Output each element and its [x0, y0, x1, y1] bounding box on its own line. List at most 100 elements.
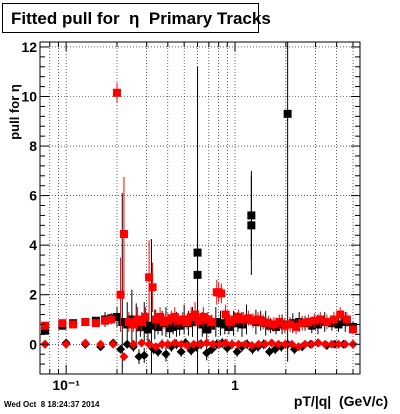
- x-tick-label: 1: [231, 377, 239, 393]
- data-point-diamond: [116, 344, 126, 354]
- timestamp: Wed Oct 8 18:24:37 2014: [4, 400, 100, 409]
- data-point-diamond: [333, 339, 343, 349]
- data-point-square: [193, 270, 202, 279]
- data-point-square: [141, 313, 150, 322]
- data-point-diamond: [96, 339, 106, 349]
- data-point-diamond: [176, 347, 186, 357]
- data-point-square: [283, 109, 292, 118]
- x-tick-label: 10⁻¹: [52, 377, 80, 393]
- data-point-square: [286, 320, 295, 329]
- data-point-square: [224, 322, 233, 331]
- data-point-square: [230, 315, 239, 324]
- data-point-diamond: [215, 339, 225, 349]
- data-point-square: [58, 319, 67, 328]
- data-point-diamond: [240, 339, 250, 349]
- data-point-square: [280, 321, 289, 330]
- y-tick-label: 2: [29, 287, 37, 303]
- data-point-diamond: [232, 347, 242, 357]
- data-point-square: [217, 289, 226, 298]
- data-point-square: [116, 290, 125, 299]
- data-point-square: [259, 317, 268, 326]
- data-point-diamond: [254, 339, 264, 349]
- x-axis-label: pT/|q| (GeV/c): [293, 393, 388, 409]
- chart-title: Fitted pull for η Primary Tracks: [11, 9, 271, 28]
- data-point-diamond: [170, 338, 180, 348]
- data-point-square: [118, 317, 127, 326]
- data-point-square: [148, 283, 157, 292]
- data-point-diamond: [202, 338, 212, 348]
- data-point-square: [81, 317, 90, 326]
- data-point-diamond: [139, 350, 149, 360]
- series-layer: [40, 42, 358, 374]
- data-point-square: [191, 310, 200, 319]
- data-point-square: [249, 316, 258, 325]
- y-tick-label: 10: [21, 89, 37, 105]
- data-point-diamond: [221, 338, 231, 348]
- data-point-square: [129, 320, 138, 329]
- data-point-square: [349, 325, 358, 334]
- data-point-square: [183, 317, 192, 326]
- data-point-square: [112, 313, 121, 322]
- data-point-square: [298, 319, 307, 328]
- data-point-diamond: [61, 339, 71, 349]
- data-point-square: [69, 320, 78, 329]
- data-point-square: [174, 316, 183, 325]
- y-tick-label: 8: [29, 138, 37, 154]
- data-point-diamond: [80, 338, 90, 348]
- data-point-diamond: [307, 339, 317, 349]
- data-point-square: [101, 316, 110, 325]
- data-point-square: [124, 317, 133, 326]
- data-point-diamond: [144, 339, 154, 349]
- data-point-square: [329, 315, 338, 324]
- data-point-square: [188, 317, 197, 326]
- chart-title-box: Fitted pull for η Primary Tracks: [2, 3, 271, 33]
- data-point-diamond: [280, 339, 290, 349]
- data-point-square: [207, 317, 216, 326]
- data-point-square: [244, 314, 253, 323]
- data-point-diamond: [108, 339, 118, 349]
- data-point-diamond: [313, 338, 323, 348]
- data-point-square: [156, 313, 165, 322]
- data-point-square: [304, 317, 313, 326]
- data-point-square: [342, 315, 351, 324]
- data-point-diamond: [189, 339, 199, 349]
- data-point-square: [310, 316, 319, 325]
- data-point-diamond: [320, 339, 330, 349]
- data-point-diamond: [234, 339, 244, 349]
- data-point-square: [199, 313, 208, 322]
- data-point-diamond: [119, 352, 129, 362]
- data-point-square: [112, 88, 121, 97]
- data-point-diamond: [227, 339, 237, 349]
- data-point-square: [336, 310, 345, 319]
- data-point-square: [234, 313, 243, 322]
- data-point-square: [151, 315, 160, 324]
- data-point-square: [216, 319, 225, 328]
- data-point-square: [154, 322, 163, 331]
- data-point-square: [41, 321, 50, 330]
- y-tick-label: 6: [29, 188, 37, 204]
- data-point-diamond: [195, 339, 205, 349]
- data-point-diamond: [182, 341, 192, 351]
- data-point-square: [41, 326, 50, 335]
- data-point-diamond: [260, 339, 270, 349]
- data-point-square: [194, 316, 203, 325]
- data-point-square: [133, 315, 142, 324]
- y-tick-label: 12: [21, 39, 37, 55]
- data-point-diamond: [340, 339, 350, 349]
- y-tick-label: 0: [29, 336, 37, 352]
- data-point-square: [292, 322, 301, 331]
- data-point-square: [254, 315, 263, 324]
- data-point-diamond: [161, 349, 171, 359]
- data-point-square: [178, 315, 187, 324]
- data-point-diamond: [157, 339, 167, 349]
- data-point-diamond: [163, 339, 173, 349]
- data-point-diamond: [274, 339, 284, 349]
- data-point-square: [145, 273, 154, 282]
- series-group: [40, 338, 358, 362]
- data-point-square: [237, 320, 246, 329]
- data-point-square: [136, 322, 145, 331]
- data-point-diamond: [128, 339, 138, 349]
- data-point-square: [202, 325, 211, 334]
- data-point-square: [203, 315, 212, 324]
- data-point-diamond: [137, 338, 147, 348]
